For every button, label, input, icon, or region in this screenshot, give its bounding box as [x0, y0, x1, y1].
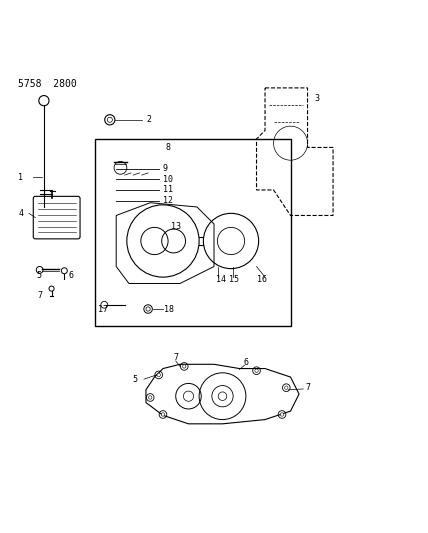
Text: 1: 1: [18, 173, 24, 182]
Text: 17: 17: [98, 304, 108, 313]
Bar: [95, 139, 291, 326]
Circle shape: [149, 396, 152, 399]
Text: 11: 11: [163, 185, 173, 195]
Circle shape: [280, 413, 284, 416]
Text: 14: 14: [216, 274, 226, 284]
Text: 6: 6: [68, 271, 74, 280]
Text: 16: 16: [256, 274, 267, 284]
Text: 5: 5: [133, 375, 138, 384]
Text: 5758  2800: 5758 2800: [18, 79, 77, 88]
Circle shape: [161, 413, 165, 416]
Text: 10: 10: [163, 175, 173, 184]
Circle shape: [218, 392, 227, 400]
Text: 15: 15: [229, 274, 239, 284]
Text: 9: 9: [163, 164, 168, 173]
Text: 3: 3: [314, 94, 319, 103]
Text: 8: 8: [165, 143, 170, 152]
Text: 2: 2: [146, 115, 151, 124]
Text: 4: 4: [18, 209, 24, 218]
Circle shape: [182, 365, 186, 368]
Text: 13: 13: [172, 222, 181, 231]
Circle shape: [285, 386, 288, 390]
Circle shape: [36, 266, 43, 273]
Text: 18: 18: [164, 304, 174, 313]
Text: 7: 7: [37, 291, 42, 300]
Circle shape: [157, 373, 160, 377]
Circle shape: [255, 369, 258, 373]
Text: 7: 7: [306, 383, 310, 392]
Text: 6: 6: [244, 358, 248, 367]
Text: 12: 12: [163, 196, 173, 205]
Text: 7: 7: [173, 353, 178, 362]
Text: 5: 5: [36, 271, 42, 280]
